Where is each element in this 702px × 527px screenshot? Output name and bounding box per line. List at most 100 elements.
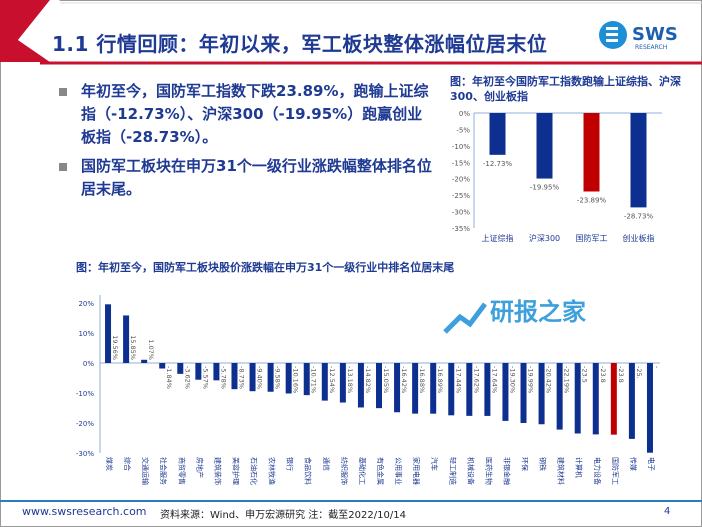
x-tick-label: 钢铁 bbox=[539, 457, 548, 471]
bullet-square-icon bbox=[59, 163, 67, 171]
bar-基础化工 bbox=[357, 363, 364, 408]
bar-通信 bbox=[321, 363, 328, 401]
x-tick-label: 建筑装饰 bbox=[213, 457, 222, 485]
bar-沪深300 bbox=[536, 113, 553, 179]
data-label: -9.58% bbox=[274, 366, 282, 389]
page-title: 1.1 行情回顾：年初以来，军工板块整体涨幅位居末位 bbox=[52, 32, 548, 56]
bar-国防军工 bbox=[610, 363, 617, 435]
x-tick-label: 医药生物 bbox=[484, 457, 493, 485]
y-tick-label: -20% bbox=[452, 176, 470, 184]
bar-纺织服饰 bbox=[339, 363, 346, 403]
bullet-square-icon bbox=[59, 88, 67, 96]
data-label: -10.71% bbox=[310, 366, 318, 393]
index-chart-title: 图：年初至今国防军工指数跑输上证综指、沪深300、创业板指 bbox=[450, 75, 681, 103]
x-tick-label: 社会服务 bbox=[159, 457, 168, 485]
page-number: 4 bbox=[664, 506, 671, 517]
bar-计算机 bbox=[574, 363, 581, 434]
data-label: -17.64% bbox=[490, 366, 498, 393]
bar-医药生物 bbox=[484, 363, 491, 416]
x-tick-label: 有色金属 bbox=[376, 457, 385, 485]
data-label: -16.89% bbox=[436, 366, 444, 393]
footer-divider bbox=[0, 500, 702, 502]
x-tick-label: 交通运输 bbox=[141, 457, 150, 485]
y-tick-label: 0% bbox=[83, 360, 94, 368]
footer-source: 资料来源：Wind、申万宏源研究 注：截至2022/10/14 bbox=[160, 510, 406, 521]
industry-chart-title: 图：年初至今，国防军工板块股价涨跌幅在申万31个一级行业中排名位居末尾 bbox=[76, 261, 455, 274]
x-tick-label: 轻工制造 bbox=[448, 457, 457, 485]
data-label: -19.30% bbox=[508, 366, 516, 393]
data-label: -3.62% bbox=[183, 366, 191, 389]
svg-text:研报之家: 研报之家 bbox=[490, 298, 586, 326]
bar-石油石化 bbox=[249, 363, 256, 392]
bar-电力设备 bbox=[592, 363, 599, 435]
bar-综合 bbox=[123, 315, 130, 363]
data-label: 1.07% bbox=[147, 339, 155, 360]
y-tick-label: -20% bbox=[76, 420, 94, 428]
data-label: -1.84% bbox=[165, 366, 173, 389]
watermark-logo: 研报之家 bbox=[443, 298, 586, 334]
sws-logo: SWS RESEARCH bbox=[599, 21, 678, 51]
y-tick-label: 10% bbox=[78, 330, 94, 338]
y-tick-label: -10% bbox=[452, 143, 470, 151]
bar-有色金属 bbox=[376, 363, 382, 409]
bar-传媒 bbox=[628, 363, 635, 439]
red-chevron bbox=[0, 0, 50, 62]
data-label: -12.54% bbox=[328, 366, 336, 393]
bar-交通运输 bbox=[141, 359, 148, 363]
y-tick-label: -25% bbox=[452, 192, 470, 200]
y-tick-label: -30% bbox=[76, 450, 94, 458]
bar-社会服务 bbox=[159, 363, 166, 369]
bullet-item: 年初至今，国防军工指数下跌23.89%，跑输上证综指（-12.73%）、沪深30… bbox=[55, 80, 435, 149]
footer-url-link[interactable]: www.swsresearch.com bbox=[22, 505, 147, 518]
data-label: -16.42% bbox=[400, 366, 408, 393]
bullet-text: 国防军工板块在申万31个一级行业涨跌幅整体排名位居末尾。 bbox=[81, 157, 432, 198]
bar-农林牧渔 bbox=[267, 363, 274, 392]
x-tick-label: 美容护理 bbox=[231, 457, 240, 485]
bullet-list: 年初至今，国防军工指数下跌23.89%，跑输上证综指（-12.73%）、沪深30… bbox=[55, 80, 435, 207]
svg-text:RESEARCH: RESEARCH bbox=[635, 44, 667, 51]
y-tick-label: -5% bbox=[456, 126, 470, 134]
bar-电子 bbox=[646, 363, 653, 453]
x-tick-label: 机械设备 bbox=[466, 457, 475, 485]
data-label: -14.82% bbox=[364, 366, 372, 393]
bullet-item: 国防军工板块在申万31个一级行业涨跌幅整体排名位居末尾。 bbox=[55, 155, 435, 201]
bar-建筑材料 bbox=[556, 363, 563, 430]
bar-商贸零售 bbox=[177, 363, 184, 374]
x-tick-label: 电子 bbox=[647, 457, 656, 471]
bar-机械设备 bbox=[466, 363, 473, 416]
x-tick-label: 传媒 bbox=[629, 457, 638, 471]
bar-轻工制造 bbox=[448, 363, 455, 416]
data-label: -17.44% bbox=[454, 366, 462, 393]
bar-房地产 bbox=[195, 363, 202, 380]
x-tick-label: 商贸零售 bbox=[177, 457, 186, 485]
bar-食品饮料 bbox=[303, 363, 310, 396]
data-label: -20.42% bbox=[545, 366, 553, 393]
x-tick-label: 煤炭 bbox=[105, 457, 114, 471]
x-tick-label: 公用事业 bbox=[394, 457, 403, 485]
x-tick-label: 环保 bbox=[521, 457, 530, 471]
bar-家用电器 bbox=[412, 363, 419, 414]
data-label: -15.05% bbox=[382, 366, 390, 393]
data-label: -5.57% bbox=[201, 366, 209, 389]
data-label: -5.78% bbox=[219, 366, 227, 389]
data-label: -19.95% bbox=[530, 184, 560, 192]
bar-美容护理 bbox=[231, 363, 238, 390]
x-tick-label: 计算机 bbox=[575, 457, 584, 478]
data-label: -17.62% bbox=[472, 366, 480, 393]
data-label: -13.18% bbox=[346, 366, 354, 393]
x-tick-label: 石油石化 bbox=[250, 457, 259, 485]
x-tick-label: 纺织服饰 bbox=[340, 457, 349, 485]
y-tick-label: -15% bbox=[452, 159, 470, 167]
data-label: - bbox=[653, 366, 661, 369]
x-tick-label: 上证综指 bbox=[482, 233, 514, 243]
title-band bbox=[0, 0, 702, 65]
data-label: -16.88% bbox=[418, 366, 426, 393]
data-label: 15.85% bbox=[129, 335, 137, 360]
industry-ranking-chart: 20% 10% 0% -10% -20% -30% 19.56% 煤炭 15.85% 综合 1.07… bbox=[76, 295, 661, 485]
data-label: -12.73% bbox=[483, 160, 513, 168]
bar-煤炭 bbox=[105, 304, 112, 363]
data-label: -25. bbox=[635, 366, 643, 379]
bullet-text: 年初至今，国防军工指数下跌23.89%，跑输上证综指（-12.73%）、沪深30… bbox=[81, 82, 429, 146]
svg-text:SWS: SWS bbox=[632, 24, 678, 45]
x-tick-label: 银行 bbox=[286, 457, 295, 471]
